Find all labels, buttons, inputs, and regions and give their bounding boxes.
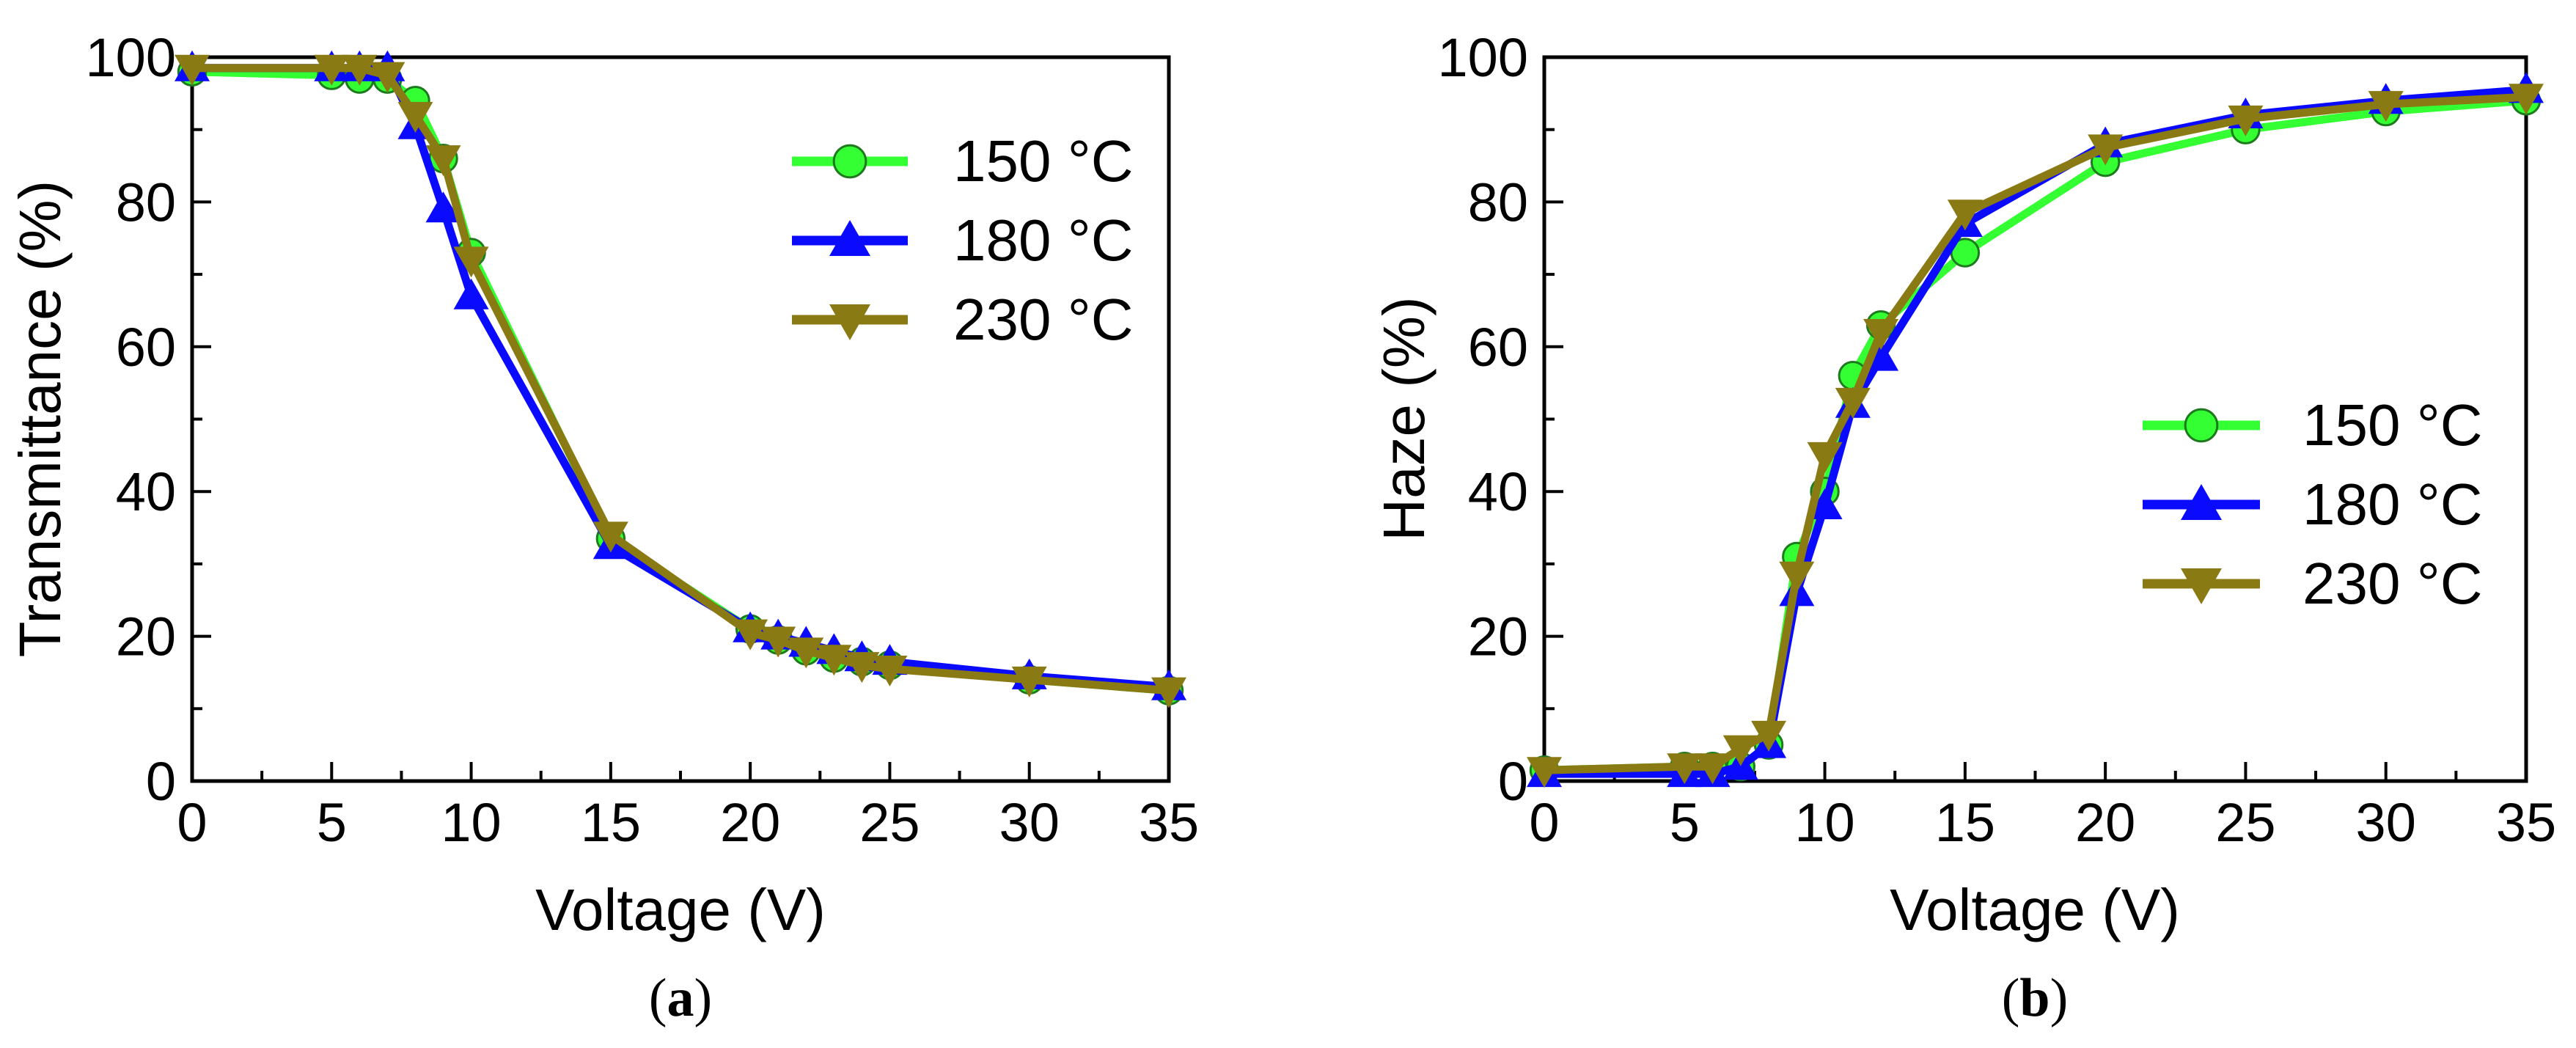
- data-point: [2088, 134, 2124, 166]
- x-tick-label: 15: [1935, 792, 1995, 853]
- data-point: [314, 54, 350, 86]
- data-point: [397, 101, 433, 133]
- legend-item: 150 °C: [792, 128, 1133, 194]
- y-axis: 0 20 40 60 80 100: [1438, 27, 1563, 812]
- data-point: [1751, 720, 1787, 752]
- data-point: [1151, 677, 1186, 708]
- legend-item: 150 °C: [2143, 392, 2482, 458]
- y-axis-label: Haze (%): [1371, 296, 1436, 541]
- data-point: [788, 637, 824, 669]
- data-point: [872, 656, 908, 687]
- data-point: [175, 54, 210, 86]
- y-tick-label: 20: [116, 607, 176, 667]
- series-group: [175, 50, 1186, 708]
- x-tick-label: 30: [2356, 792, 2416, 853]
- legend: 150 °C 180 °C 230 °C: [792, 128, 1133, 352]
- legend: 150 °C 180 °C 230 °C: [2143, 392, 2482, 616]
- legend-marker: [832, 144, 867, 179]
- data-point: [2228, 105, 2264, 136]
- data-point: [1527, 757, 1562, 788]
- y-tick-label: 80: [1468, 172, 1528, 232]
- legend-label: 230 °C: [2302, 551, 2482, 616]
- data-point: [2368, 91, 2404, 122]
- data-point: [2509, 84, 2544, 115]
- x-axis-label: Voltage (V): [1890, 877, 2180, 942]
- y-tick-label: 40: [1468, 461, 1528, 522]
- y-tick-label: 20: [1468, 607, 1528, 667]
- data-point: [816, 645, 852, 676]
- series-line: [192, 64, 1170, 695]
- legend-label: 150 °C: [2302, 392, 2482, 458]
- x-tick-label: 15: [581, 792, 641, 853]
- data-point: [1807, 441, 1843, 473]
- data-point: [844, 652, 880, 684]
- x-tick-label: 5: [1670, 792, 1700, 853]
- data-point: [370, 62, 406, 93]
- legend-marker: [829, 304, 870, 340]
- legend-item: 180 °C: [2143, 472, 2482, 537]
- legend-marker: [829, 220, 870, 256]
- x-axis: 0 5 10 15 20 25 30 35: [177, 762, 1199, 853]
- x-axis-label: Voltage (V): [535, 877, 826, 942]
- data-point: [342, 54, 378, 86]
- legend-label: 230 °C: [953, 287, 1133, 352]
- x-tick-label: 25: [859, 792, 920, 853]
- data-point: [1722, 735, 1758, 766]
- x-tick-label: 20: [2075, 792, 2135, 853]
- legend-label: 180 °C: [953, 208, 1133, 273]
- x-tick-label: 10: [1794, 792, 1854, 853]
- legend-marker: [2181, 568, 2222, 604]
- x-tick-label: 0: [177, 792, 207, 853]
- data-point: [1835, 387, 1871, 419]
- x-tick-label: 35: [1139, 792, 1199, 853]
- y-tick-label: 100: [86, 27, 176, 88]
- series-230c: [1527, 84, 2544, 788]
- x-tick-label: 5: [317, 792, 347, 853]
- data-point: [1695, 753, 1731, 785]
- legend-label: 180 °C: [2302, 472, 2482, 537]
- y-tick-label: 0: [146, 751, 176, 812]
- data-point: [1863, 319, 1899, 351]
- data-point: [1947, 199, 1983, 231]
- y-tick-label: 100: [1438, 27, 1528, 88]
- panel-caption: (a): [649, 968, 712, 1028]
- data-point: [425, 145, 461, 177]
- x-tick-label: 30: [999, 792, 1060, 853]
- data-point: [453, 278, 489, 309]
- legend-marker: [2181, 484, 2222, 520]
- data-point: [592, 521, 628, 553]
- x-tick-label: 25: [2215, 792, 2275, 853]
- x-tick-label: 10: [441, 792, 501, 853]
- y-tick-label: 80: [116, 172, 176, 232]
- series-230c: [175, 54, 1186, 708]
- x-axis: 0 5 10 15 20 25 30 35: [1529, 762, 2556, 853]
- y-tick-label: 0: [1498, 751, 1528, 812]
- y-tick-label: 40: [116, 461, 176, 522]
- panel-caption: (b): [2002, 968, 2068, 1028]
- y-axis: 0 20 40 60 80 100: [86, 27, 211, 812]
- y-tick-label: 60: [116, 317, 176, 378]
- legend-marker: [2184, 408, 2219, 443]
- x-tick-label: 35: [2496, 792, 2556, 853]
- data-point: [733, 619, 768, 651]
- data-point: [453, 246, 489, 278]
- legend-item: 230 °C: [792, 287, 1133, 352]
- data-point: [760, 626, 796, 658]
- legend-item: 180 °C: [792, 208, 1133, 273]
- data-point: [1667, 753, 1703, 785]
- y-tick-label: 60: [1468, 317, 1528, 378]
- data-point: [1807, 488, 1843, 519]
- x-tick-label: 0: [1529, 792, 1559, 853]
- y-axis-label: Transmittance (%): [7, 180, 73, 658]
- data-point: [1779, 561, 1815, 593]
- series-group: [1527, 72, 2544, 788]
- data-point: [425, 191, 461, 223]
- legend-item: 230 °C: [2143, 551, 2482, 616]
- data-point: [1011, 666, 1047, 697]
- x-tick-label: 20: [720, 792, 780, 853]
- legend-label: 150 °C: [953, 128, 1133, 194]
